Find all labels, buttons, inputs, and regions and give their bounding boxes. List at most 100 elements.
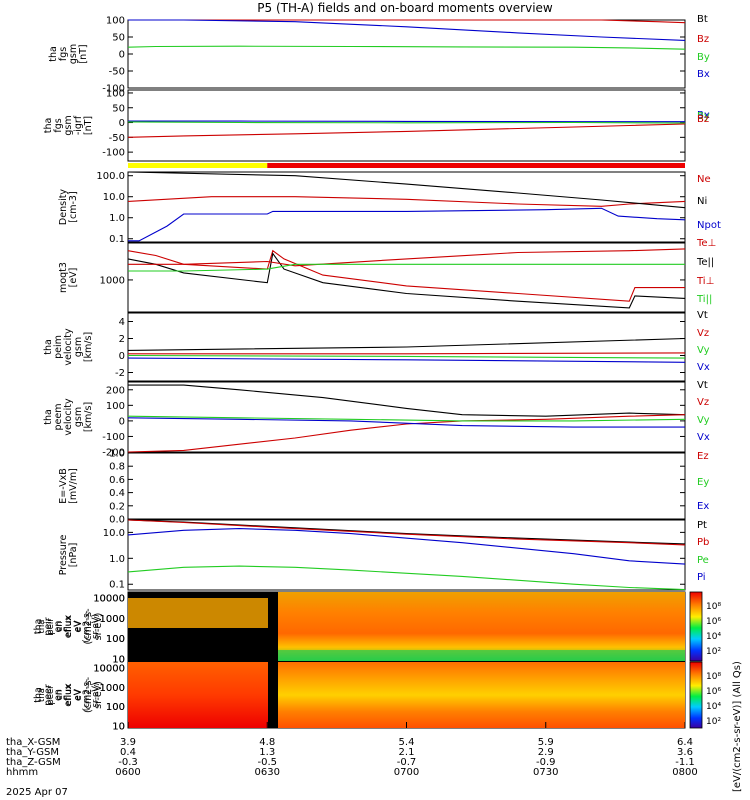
legend-Bx: Bx: [697, 69, 710, 80]
y-tick-label: 4: [119, 317, 125, 328]
y-axis-label: E=-VxB [mV/m]: [58, 468, 79, 504]
y-label-line: tha: [43, 118, 54, 134]
colorbar-peer-bar: [689, 661, 703, 729]
legend-Npot: Npot: [697, 220, 721, 231]
series-Vx: [127, 357, 686, 363]
y-tick-label: 10000: [93, 594, 125, 605]
panel-4: 1000 moqt3 [eV] Te⊥ Te|| Ti⊥ Ti||: [58, 238, 716, 313]
legend-Bx: Bx: [697, 110, 710, 121]
legend-Vx: Vx: [697, 362, 710, 373]
y-label-line: peer: [43, 684, 54, 706]
series-Ti⊥: [128, 248, 686, 267]
y-tick-label: 0.2: [109, 501, 125, 512]
colorbar-peer: 10⁸ 10⁶ 10⁴ 10²: [689, 661, 721, 729]
series-Ni: [127, 171, 686, 209]
y-label-line: sr-eV): [91, 683, 101, 708]
x-row-value: -0.9: [536, 757, 556, 768]
y-tick-label: 100: [106, 16, 125, 27]
y-tick-label: 1000: [100, 614, 125, 625]
legend-Ex: Ex: [697, 501, 709, 512]
y-tick-label: 100: [106, 88, 125, 99]
y-label-line: gsm: [73, 337, 84, 357]
legend-Vz: Vz: [697, 397, 709, 408]
legend-Ti||: Ti||: [696, 294, 712, 305]
y-label-line: (cm2-s-: [83, 677, 94, 713]
y-label-line: velocity: [63, 398, 74, 436]
series-Bx: [128, 120, 685, 123]
y-tick-label: -2: [115, 368, 125, 379]
y-tick-label: 10.0: [103, 528, 125, 539]
peir-green-floor: [278, 650, 685, 661]
legend-Vz: Vz: [697, 328, 709, 339]
series-Npot: [128, 207, 686, 242]
y-label-line: tha: [33, 687, 44, 703]
x-row-value: 3.9: [120, 737, 136, 748]
y-label-line: eV: [73, 621, 83, 632]
series-Vy: [127, 354, 686, 359]
legend-Pb: Pb: [697, 537, 709, 548]
series-By: [127, 45, 686, 50]
x-tick-label: 0630: [255, 767, 280, 778]
colorbar-tick: 10⁴: [706, 702, 721, 712]
x-row-value: 6.4: [677, 737, 693, 748]
x-tick-label: 0730: [533, 767, 558, 778]
figure-title: P5 (TH-A) fields and on-board moments ov…: [257, 1, 553, 15]
y-tick-label: 10.0: [103, 192, 125, 203]
legend-Pi: Pi: [697, 572, 706, 583]
panel-frame: [127, 452, 686, 520]
y-label-line: peir: [43, 617, 54, 636]
y-label-line: eflux: [64, 684, 74, 705]
y-tick-label: 0.6: [109, 475, 125, 486]
colorbar-tick: 10⁴: [706, 632, 721, 642]
y-tick-label: 1000: [100, 683, 125, 694]
legend-Vx: Vx: [697, 432, 710, 443]
series-Vz: [127, 414, 686, 453]
y-label-line: eV: [73, 689, 83, 700]
x-row-value: 0.4: [120, 747, 136, 758]
x-row-value: -0.7: [397, 757, 417, 768]
y-tick-label: 1.0: [109, 554, 125, 565]
series-By: [127, 121, 686, 124]
peer-early: [128, 662, 268, 728]
date-label: 2025 Apr 07: [6, 787, 68, 798]
y-label-line: Pressure: [58, 535, 69, 576]
y-tick-label: 1000: [100, 683, 125, 694]
panel-3: 100.0 10.0 1.0 0.1 Density [cm-3] Ne Ni Npot: [58, 171, 721, 245]
y-label-line: tha: [43, 409, 54, 425]
series-Ti||: [128, 263, 685, 272]
y-tick-label: 100: [106, 634, 125, 645]
panel-5: 4 2 0 -2 tha peim velocity gsm [km/s] Vt Vz Vy Vx: [43, 310, 710, 382]
y-label-line: peir: [46, 618, 56, 635]
legend-Vt: Vt: [697, 380, 708, 391]
y-label-line: gsm: [68, 44, 79, 64]
series-Bz: [139, 19, 686, 24]
y-label-line: tha: [37, 620, 47, 634]
y-label-line: en: [53, 621, 64, 633]
y-label-line: [nT]: [83, 116, 94, 135]
x-row-value: -0.5: [257, 757, 277, 768]
x-row-label: hhmm: [6, 767, 38, 778]
y-tick-label: 10: [112, 722, 125, 733]
y-tick-label: 2: [119, 334, 125, 345]
legend-By: By: [697, 111, 710, 122]
series-Vt: [128, 384, 686, 417]
y-tick-label: -100: [102, 432, 125, 443]
panel-frame: [127, 519, 686, 591]
y-label-line: tha: [48, 46, 59, 62]
y-axis-label: tha peem velocity gsm [km/s]: [43, 398, 94, 436]
colorbar-tick: 10⁶: [706, 617, 721, 627]
y-tick-label: 1000: [100, 275, 125, 286]
y-label-line: [eV]: [68, 268, 79, 288]
series-Vz: [128, 352, 686, 355]
y-axis-label: tha peir en eflux eV (cm2-s-sr-eV): [33, 608, 104, 644]
y-label-line: tha: [33, 619, 44, 635]
y-label-line: sr-eV): [91, 614, 101, 639]
y-label-line: en: [53, 689, 64, 701]
y-tick-label: 10000: [93, 663, 125, 674]
mode-bar-segment: [128, 163, 268, 168]
x-row-value: 2.1: [399, 747, 415, 758]
y-tick-label: 10000: [93, 663, 125, 674]
y-tick-label: 200: [106, 385, 125, 396]
